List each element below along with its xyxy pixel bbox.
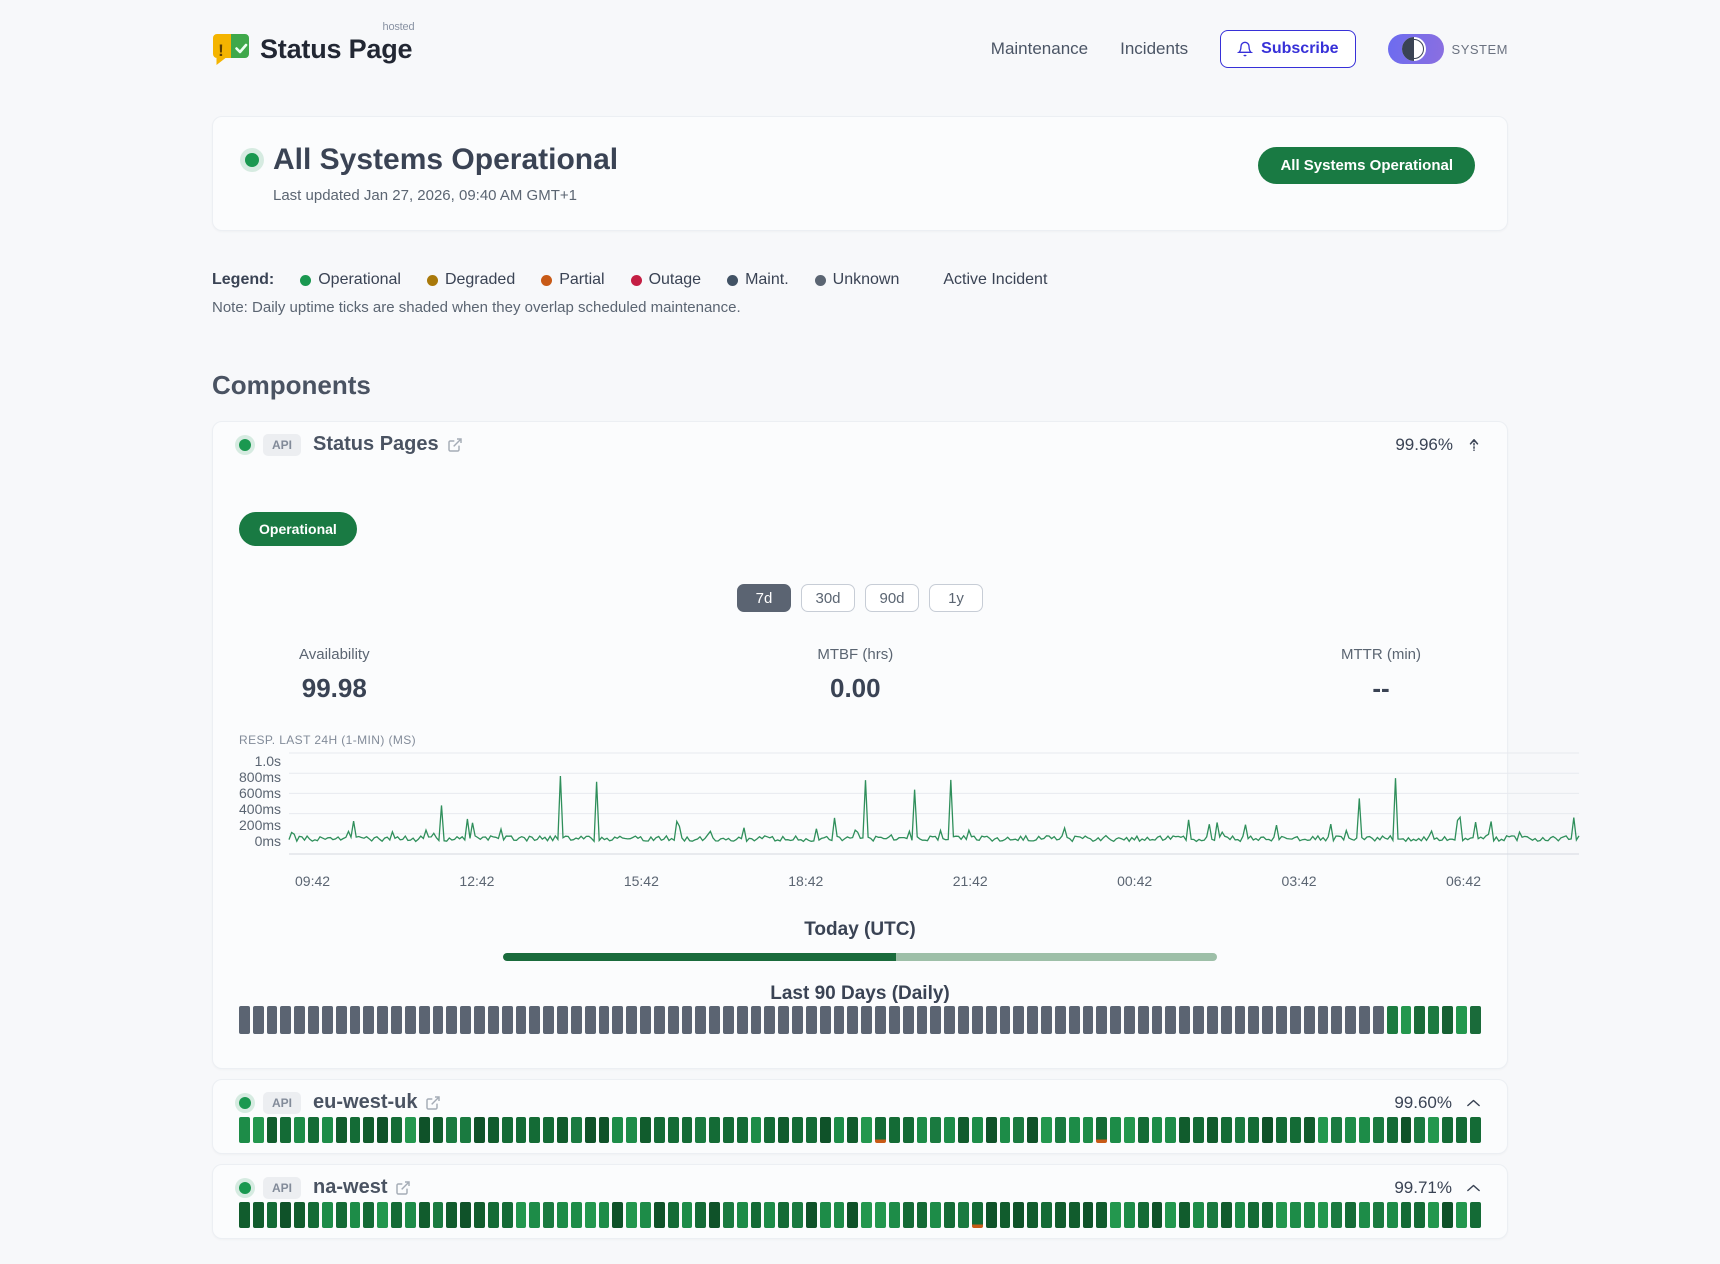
svg-text:!: !: [218, 41, 224, 60]
